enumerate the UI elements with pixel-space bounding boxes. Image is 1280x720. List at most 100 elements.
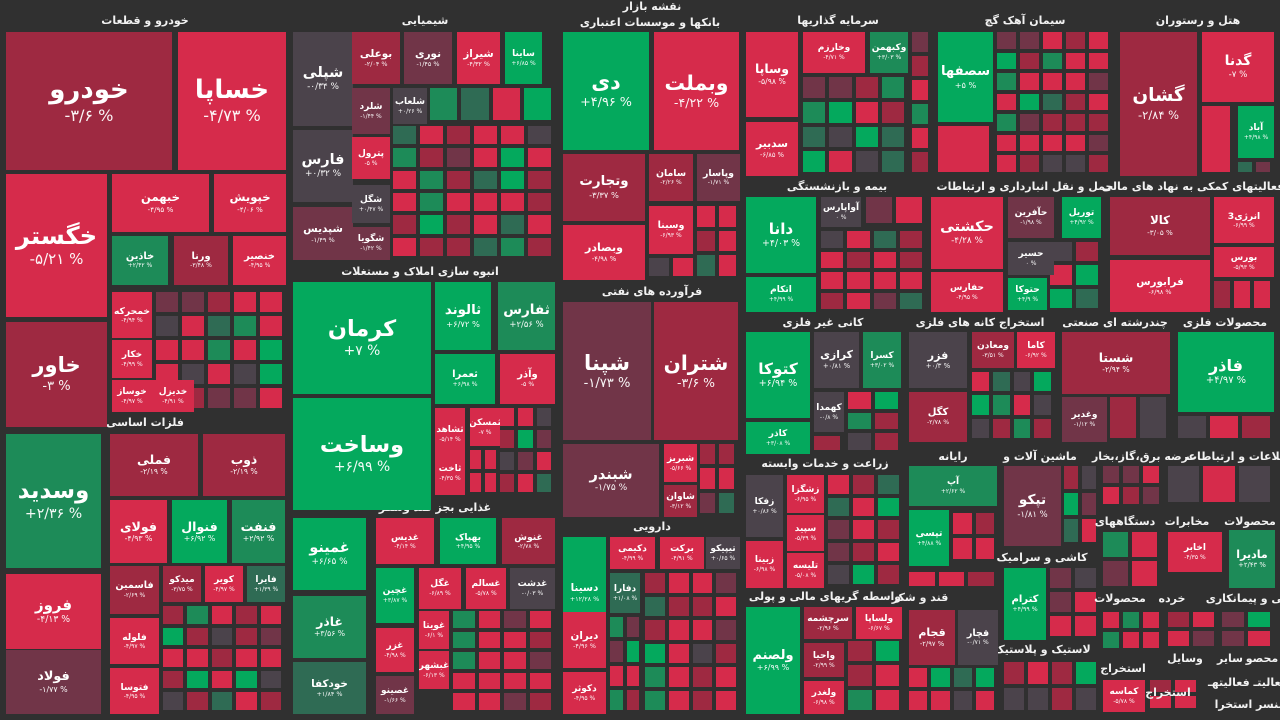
stock-tile[interactable] bbox=[1103, 487, 1119, 504]
stock-tile[interactable]: غگل -۶/۸۹ % bbox=[419, 568, 461, 609]
stock-tile[interactable]: سدبیر -۶/۸۵ % bbox=[746, 122, 798, 176]
stock-tile[interactable] bbox=[208, 316, 230, 336]
stock-tile[interactable] bbox=[260, 692, 281, 710]
stock-tile[interactable] bbox=[156, 364, 178, 384]
stock-tile[interactable] bbox=[492, 88, 520, 120]
stock-tile[interactable] bbox=[1066, 155, 1085, 172]
stock-tile[interactable] bbox=[853, 565, 874, 584]
stock-tile[interactable] bbox=[453, 611, 475, 628]
stock-tile[interactable] bbox=[853, 475, 874, 494]
stock-tile[interactable] bbox=[953, 538, 972, 559]
stock-tile[interactable]: حآفرین -۱/۹۸ % bbox=[1008, 197, 1054, 238]
stock-tile[interactable] bbox=[1034, 372, 1051, 392]
stock-tile[interactable]: وکبهمن +۳/۰۳ % bbox=[870, 32, 908, 73]
stock-tile[interactable] bbox=[1132, 532, 1157, 557]
stock-tile[interactable] bbox=[1254, 281, 1270, 308]
stock-tile[interactable] bbox=[610, 617, 623, 638]
stock-tile[interactable] bbox=[504, 611, 526, 628]
stock-tile[interactable] bbox=[1256, 162, 1270, 172]
stock-tile[interactable] bbox=[610, 689, 623, 710]
stock-tile[interactable] bbox=[1052, 688, 1072, 710]
stock-tile[interactable]: خدیزل -۴/۹۱ % bbox=[152, 380, 194, 412]
stock-tile[interactable] bbox=[504, 693, 526, 710]
stock-tile[interactable] bbox=[1103, 612, 1119, 628]
stock-tile[interactable] bbox=[626, 665, 639, 686]
stock-tile[interactable] bbox=[697, 255, 715, 276]
stock-tile[interactable] bbox=[875, 641, 899, 662]
stock-tile[interactable] bbox=[211, 692, 233, 710]
stock-tile[interactable] bbox=[968, 572, 994, 586]
stock-tile[interactable]: شتران -۳/۶ % bbox=[654, 302, 738, 440]
stock-tile[interactable] bbox=[453, 652, 475, 669]
stock-tile[interactable] bbox=[528, 148, 551, 167]
stock-tile[interactable]: وبملت -۴/۲۲ % bbox=[654, 32, 739, 150]
stock-tile[interactable] bbox=[992, 418, 1010, 438]
stock-tile[interactable] bbox=[260, 670, 281, 689]
stock-tile[interactable] bbox=[1050, 265, 1072, 285]
stock-tile[interactable]: شگل +۰/۴۷ % bbox=[352, 185, 390, 223]
stock-tile[interactable] bbox=[716, 643, 736, 663]
stock-tile[interactable] bbox=[156, 340, 178, 360]
stock-tile[interactable] bbox=[1043, 32, 1062, 49]
stock-tile[interactable] bbox=[1168, 631, 1189, 646]
stock-tile[interactable] bbox=[668, 573, 689, 593]
stock-tile[interactable]: شلعاب +۰/۲۶ % bbox=[393, 88, 427, 124]
stock-tile[interactable]: ثاخت -۴/۳۵ % bbox=[435, 452, 465, 495]
stock-tile[interactable] bbox=[873, 231, 896, 248]
stock-tile[interactable]: وسینا -۶/۹۳ % bbox=[649, 206, 693, 254]
stock-tile[interactable] bbox=[393, 148, 416, 167]
stock-tile[interactable] bbox=[1043, 134, 1062, 152]
stock-tile[interactable] bbox=[208, 292, 230, 312]
stock-tile[interactable] bbox=[453, 672, 475, 690]
stock-tile[interactable] bbox=[420, 148, 443, 167]
stock-tile[interactable] bbox=[692, 643, 713, 663]
stock-tile[interactable]: قجام -۲/۹۷ % bbox=[909, 610, 955, 665]
stock-tile[interactable] bbox=[1089, 155, 1108, 172]
stock-tile[interactable] bbox=[1082, 492, 1096, 516]
stock-tile[interactable] bbox=[718, 206, 736, 227]
stock-tile[interactable] bbox=[1132, 561, 1157, 586]
stock-tile[interactable]: خوساز -۴/۹۷ % bbox=[112, 380, 152, 412]
stock-tile[interactable] bbox=[1066, 134, 1085, 152]
stock-tile[interactable] bbox=[260, 292, 282, 312]
stock-tile[interactable] bbox=[912, 104, 928, 124]
stock-tile[interactable]: میدکو -۳/۷۵ % bbox=[163, 566, 201, 602]
stock-tile[interactable] bbox=[453, 631, 475, 649]
stock-tile[interactable]: شپلی -۰/۳۴ % bbox=[293, 32, 353, 126]
stock-tile[interactable] bbox=[649, 258, 669, 276]
stock-tile[interactable]: وغدیر -۱/۱۲ % bbox=[1062, 397, 1107, 442]
stock-tile[interactable]: کترام +۴/۹۹ % bbox=[1004, 568, 1046, 640]
stock-tile[interactable] bbox=[1242, 416, 1270, 438]
stock-tile[interactable]: غمینو +۶/۶۵ % bbox=[293, 518, 366, 590]
stock-tile[interactable] bbox=[478, 631, 500, 649]
stock-tile[interactable] bbox=[504, 672, 526, 690]
stock-tile[interactable]: فولای -۴/۹۳ % bbox=[110, 500, 167, 563]
stock-tile[interactable]: کرمان +۷ % bbox=[293, 282, 431, 394]
stock-tile[interactable] bbox=[1123, 487, 1139, 504]
stock-tile[interactable]: ثعمرا +۶/۹۸ % bbox=[435, 354, 495, 404]
stock-tile[interactable] bbox=[182, 292, 204, 312]
stock-tile[interactable] bbox=[393, 237, 416, 256]
stock-tile[interactable]: کاذر +۳/۰۸ % bbox=[746, 422, 810, 454]
stock-tile[interactable] bbox=[1202, 106, 1230, 172]
stock-tile[interactable] bbox=[719, 492, 734, 513]
stock-tile[interactable] bbox=[803, 126, 826, 148]
stock-tile[interactable]: دانا +۴/۰۳ % bbox=[746, 197, 816, 273]
stock-tile[interactable] bbox=[1143, 466, 1159, 483]
stock-tile[interactable]: بوعلی -۲/۰۴ % bbox=[352, 32, 400, 84]
stock-tile[interactable]: وبصادر -۴/۹۸ % bbox=[563, 225, 645, 280]
stock-tile[interactable] bbox=[187, 670, 208, 689]
stock-tile[interactable] bbox=[500, 408, 515, 426]
stock-tile[interactable] bbox=[899, 231, 922, 248]
stock-tile[interactable] bbox=[1064, 519, 1078, 542]
stock-tile[interactable]: بهپاک +۴/۹۵ % bbox=[440, 518, 496, 564]
stock-tile[interactable]: زشگزا -۶/۹۵ % bbox=[787, 475, 824, 513]
stock-tile[interactable] bbox=[1020, 52, 1039, 70]
stock-tile[interactable] bbox=[972, 372, 989, 392]
stock-tile[interactable] bbox=[718, 230, 736, 252]
stock-tile[interactable] bbox=[1168, 612, 1189, 627]
stock-tile[interactable]: غبشهر -۶/۱۳ % bbox=[419, 651, 449, 689]
stock-tile[interactable] bbox=[1222, 612, 1244, 627]
stock-tile[interactable]: خودرو -۳/۶ % bbox=[6, 32, 172, 170]
stock-tile[interactable] bbox=[692, 690, 713, 710]
